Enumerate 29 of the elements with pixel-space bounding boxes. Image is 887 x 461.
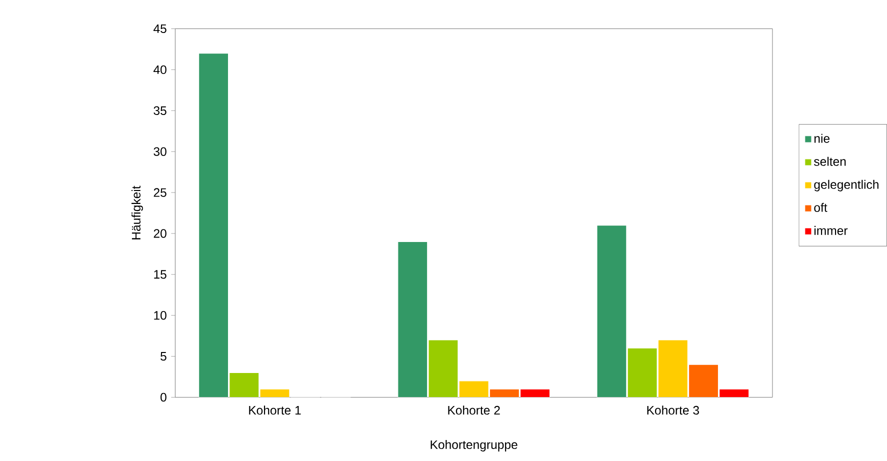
bar xyxy=(520,389,550,398)
y-tick-label: 20 xyxy=(154,229,166,238)
y-tick-label: 45 xyxy=(154,24,166,33)
bar xyxy=(658,340,688,398)
y-tick-label: 5 xyxy=(160,352,166,361)
y-tick-label: 10 xyxy=(154,310,166,320)
bar xyxy=(596,224,627,398)
legend-label: gelegentlich xyxy=(814,180,878,192)
legend-label: selten xyxy=(814,156,846,166)
y-tick-label: 15 xyxy=(154,270,166,279)
bar xyxy=(688,364,719,398)
bar xyxy=(198,52,229,398)
legend-label: nie xyxy=(814,134,830,143)
x-tick-label: Kohorte 2 xyxy=(448,406,500,415)
x-tick-label: Kohorte 3 xyxy=(647,406,700,415)
bar xyxy=(398,241,428,398)
y-tick-label: 40 xyxy=(154,65,166,74)
bar xyxy=(490,389,520,398)
bar xyxy=(719,388,750,398)
y-tick-label: 25 xyxy=(154,188,166,197)
legend-label: immer xyxy=(814,226,848,235)
y-axis-title: Häufigkeit xyxy=(131,186,143,240)
legend-label: oft xyxy=(814,202,828,212)
y-tick-label: 30 xyxy=(154,147,166,156)
y-tick-label: 35 xyxy=(154,106,166,115)
x-axis-title: Kohortengruppe xyxy=(430,440,518,452)
bar xyxy=(458,380,489,398)
y-tick-label: 0 xyxy=(160,392,166,402)
x-tick-label: Kohorte 1 xyxy=(249,406,301,415)
